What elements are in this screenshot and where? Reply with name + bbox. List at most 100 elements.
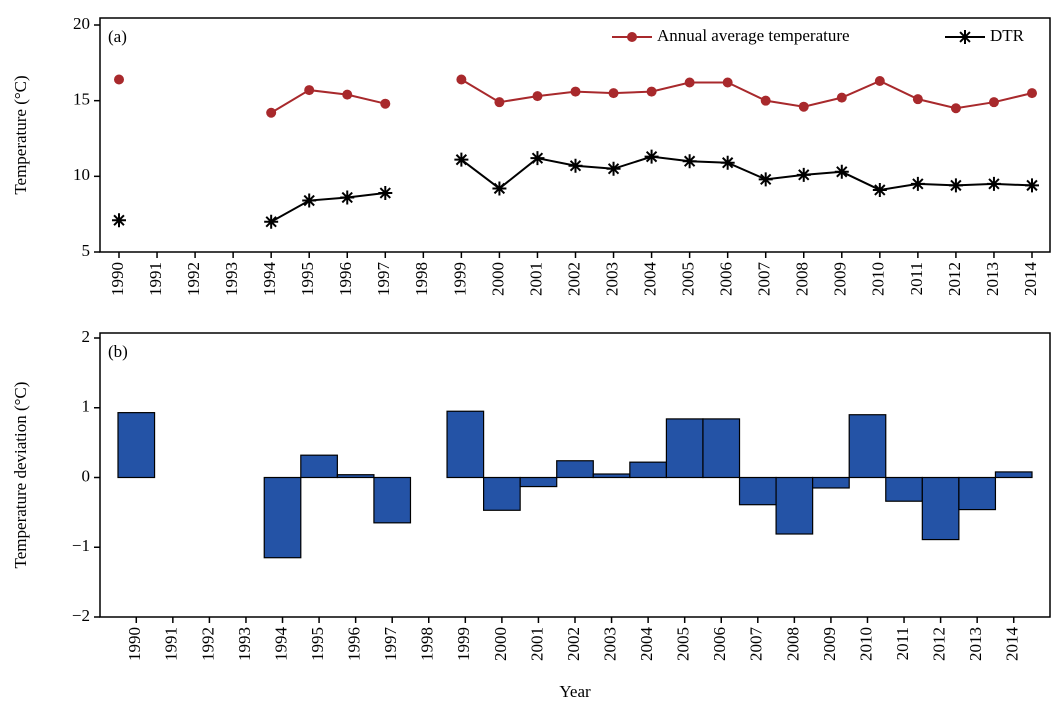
x-tick-label: 2008 xyxy=(783,627,802,661)
marker xyxy=(836,92,847,103)
x-tick-label: 2012 xyxy=(930,627,949,661)
bar xyxy=(483,476,521,511)
bar xyxy=(921,476,960,541)
marker xyxy=(342,89,353,100)
y-tick-label: 15 xyxy=(73,90,90,109)
marker xyxy=(606,161,621,176)
x-tick-label: 1994 xyxy=(260,262,279,297)
marker xyxy=(266,107,277,118)
marker xyxy=(834,164,849,179)
marker xyxy=(112,213,126,228)
marker xyxy=(798,101,809,112)
x-tick-label: 2013 xyxy=(983,262,1002,296)
y-tick-label: 0 xyxy=(82,466,91,485)
bar xyxy=(848,414,887,479)
marker xyxy=(646,86,657,97)
x-tick-label: 2001 xyxy=(526,262,545,296)
x-tick-label: 2004 xyxy=(640,262,659,297)
marker xyxy=(758,172,773,187)
marker xyxy=(986,176,1001,191)
x-tick-label: 1994 xyxy=(271,627,290,662)
x-tick-label: 1995 xyxy=(298,262,317,296)
x-tick-label: 1992 xyxy=(184,262,203,296)
x-tick-label: 2014 xyxy=(1003,627,1022,662)
bar xyxy=(556,460,594,479)
legend-marker xyxy=(627,32,637,42)
x-tick-label: 2008 xyxy=(793,262,812,296)
marker xyxy=(380,98,391,109)
y-tick-label: −1 xyxy=(72,536,90,555)
x-tick-label: 1995 xyxy=(308,627,327,661)
x-axis-label: Year xyxy=(559,682,591,701)
x-tick-label: 2003 xyxy=(600,627,619,661)
series-line xyxy=(270,155,1033,223)
marker xyxy=(570,86,581,97)
marker xyxy=(456,74,467,85)
marker xyxy=(644,149,659,164)
panel-label: (a) xyxy=(108,27,127,46)
x-tick-label: 2006 xyxy=(717,262,736,296)
x-tick-label: 2014 xyxy=(1021,262,1040,297)
marker xyxy=(304,85,315,96)
y-tick-label: 20 xyxy=(73,14,90,33)
marker xyxy=(948,178,963,193)
y-axis-label: Temperature (°C) xyxy=(11,75,30,194)
y-axis-label: Temperature deviation (°C) xyxy=(11,382,30,569)
x-tick-label: 2000 xyxy=(491,627,510,661)
x-tick-label: 1991 xyxy=(162,627,181,661)
marker xyxy=(874,75,885,86)
x-tick-label: 2011 xyxy=(893,627,912,660)
y-tick-label: 5 xyxy=(82,241,91,260)
x-tick-label: 2009 xyxy=(831,262,850,296)
marker xyxy=(910,176,925,191)
y-tick-label: 10 xyxy=(73,165,90,184)
bar xyxy=(775,476,814,535)
series-line xyxy=(270,78,1033,114)
bar xyxy=(336,474,375,479)
x-tick-label: 2007 xyxy=(755,262,774,297)
marker xyxy=(760,95,771,106)
marker xyxy=(950,103,961,114)
marker xyxy=(568,158,583,173)
x-tick-label: 2009 xyxy=(820,627,839,661)
marker xyxy=(302,193,317,208)
x-tick-label: 2012 xyxy=(945,262,964,296)
marker xyxy=(378,185,393,200)
marker xyxy=(608,88,619,99)
marker xyxy=(264,214,279,229)
bar xyxy=(117,412,156,479)
marker xyxy=(682,154,697,169)
x-tick-label: 2010 xyxy=(856,627,875,661)
bar xyxy=(300,454,338,479)
bar xyxy=(629,461,668,479)
bar xyxy=(958,476,997,511)
marker xyxy=(340,190,355,205)
x-tick-label: 2011 xyxy=(907,262,926,295)
bar xyxy=(702,418,741,479)
bar xyxy=(592,473,631,479)
marker xyxy=(722,77,733,88)
x-tick-label: 1993 xyxy=(222,262,241,296)
y-tick-label: −2 xyxy=(72,606,90,625)
x-tick-label: 1991 xyxy=(146,262,165,296)
x-tick-label: 1998 xyxy=(412,262,431,296)
bar xyxy=(446,410,485,479)
x-tick-label: 2000 xyxy=(488,262,507,296)
plot-frame xyxy=(99,17,1051,253)
marker xyxy=(912,94,923,105)
bar xyxy=(519,476,558,488)
x-tick-label: 2002 xyxy=(564,262,583,296)
x-tick-label: 2013 xyxy=(966,627,985,661)
marker xyxy=(530,151,545,166)
bar xyxy=(665,418,704,479)
y-tick-label: 2 xyxy=(82,327,91,346)
bar xyxy=(994,471,1033,479)
marker xyxy=(796,167,811,182)
bar xyxy=(738,476,777,506)
x-tick-label: 2005 xyxy=(674,627,693,661)
marker xyxy=(872,182,887,197)
marker xyxy=(454,152,469,167)
bar xyxy=(812,476,850,489)
